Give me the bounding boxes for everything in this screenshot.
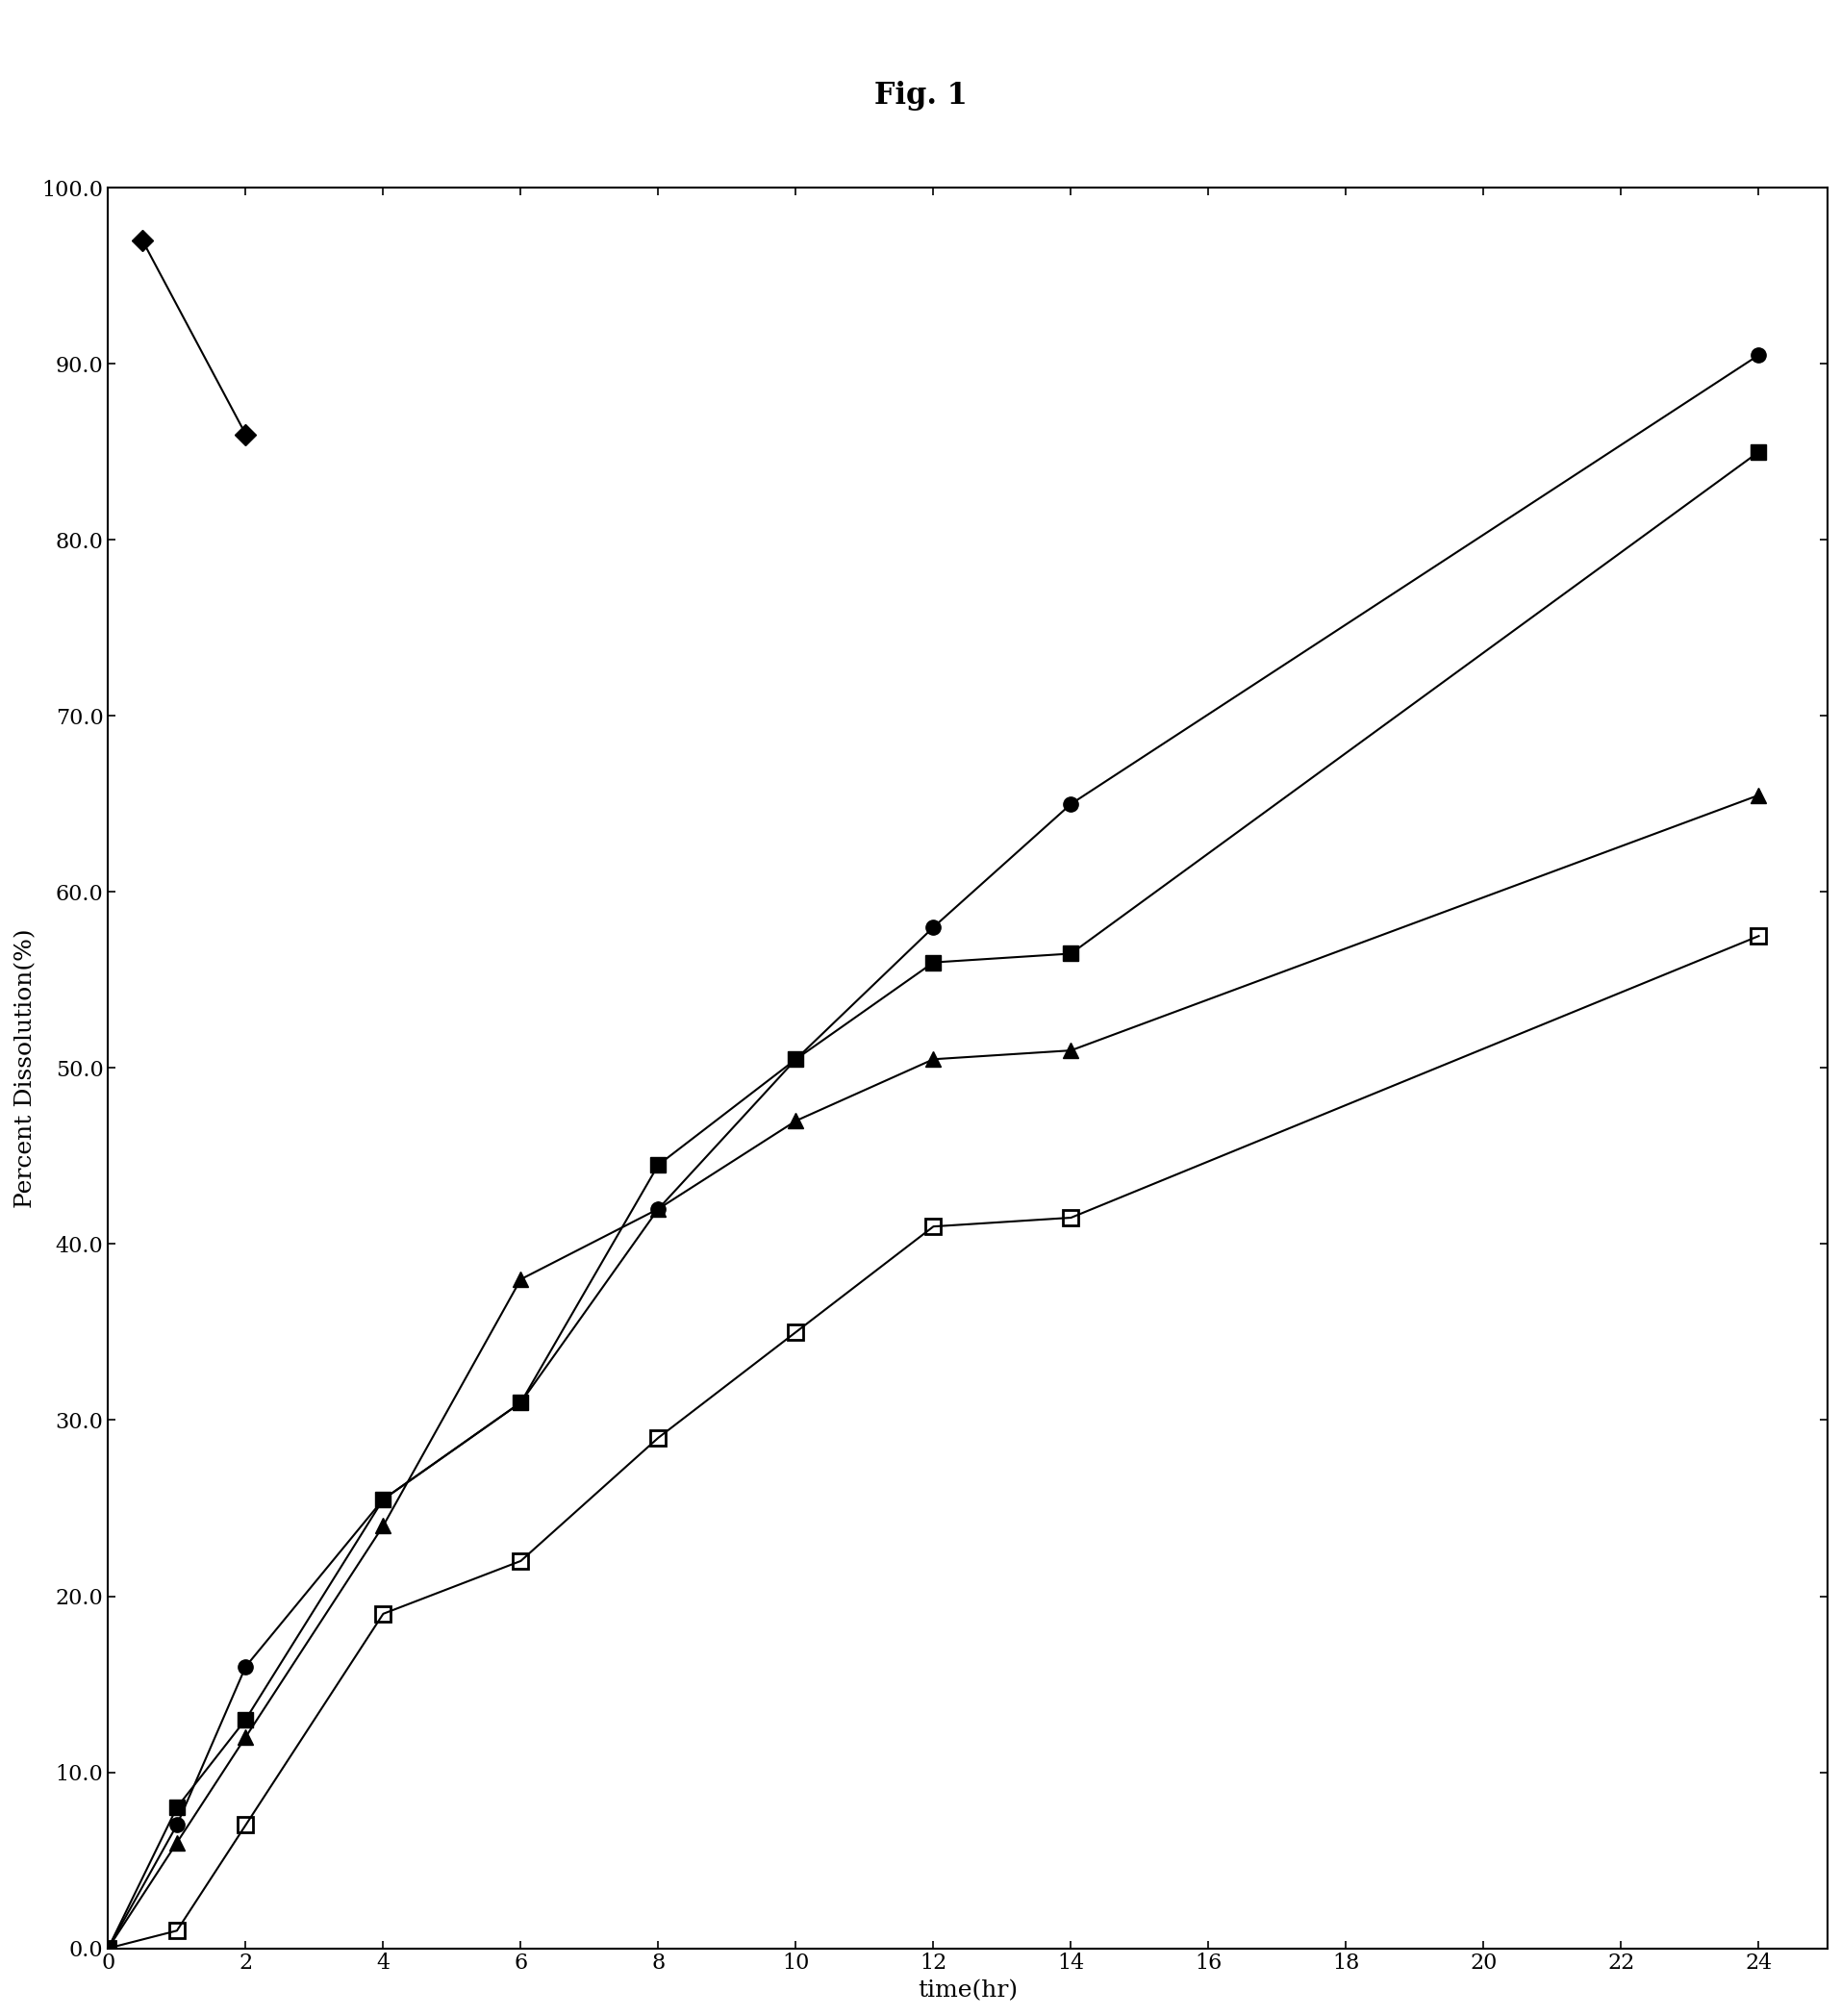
Y-axis label: Percent Dissolution(%): Percent Dissolution(%) xyxy=(15,927,37,1208)
Text: Fig. 1: Fig. 1 xyxy=(874,81,967,111)
X-axis label: time(hr): time(hr) xyxy=(917,1980,1018,2002)
